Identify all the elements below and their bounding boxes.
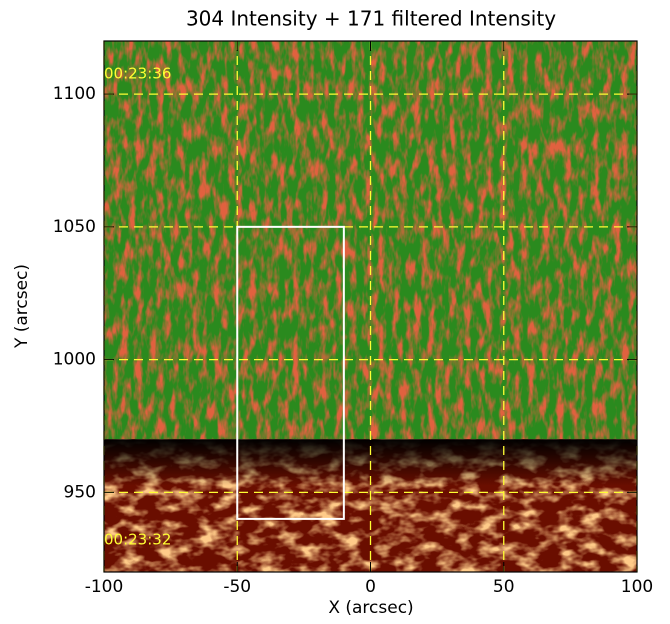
region-box	[236, 225, 345, 520]
x-tick-label: 50	[493, 577, 515, 597]
x-tick-label: -50	[223, 577, 251, 597]
x-tick-label: 100	[621, 577, 653, 597]
y-axis-label: Y (arcsec)	[12, 264, 32, 349]
chart-title: 304 Intensity + 171 filtered Intensity	[186, 7, 556, 31]
x-axis-label: X (arcsec)	[328, 598, 413, 618]
timestamp: 00:23:36	[104, 65, 171, 83]
timestamp: 00:23:32	[104, 531, 171, 549]
y-tick-label: 1100	[53, 84, 96, 104]
y-tick-label: 950	[64, 482, 96, 502]
y-tick-label: 1000	[53, 350, 96, 370]
y-tick-label: 1050	[53, 217, 96, 237]
x-tick-label: -100	[85, 577, 124, 597]
x-tick-label: 0	[365, 577, 376, 597]
